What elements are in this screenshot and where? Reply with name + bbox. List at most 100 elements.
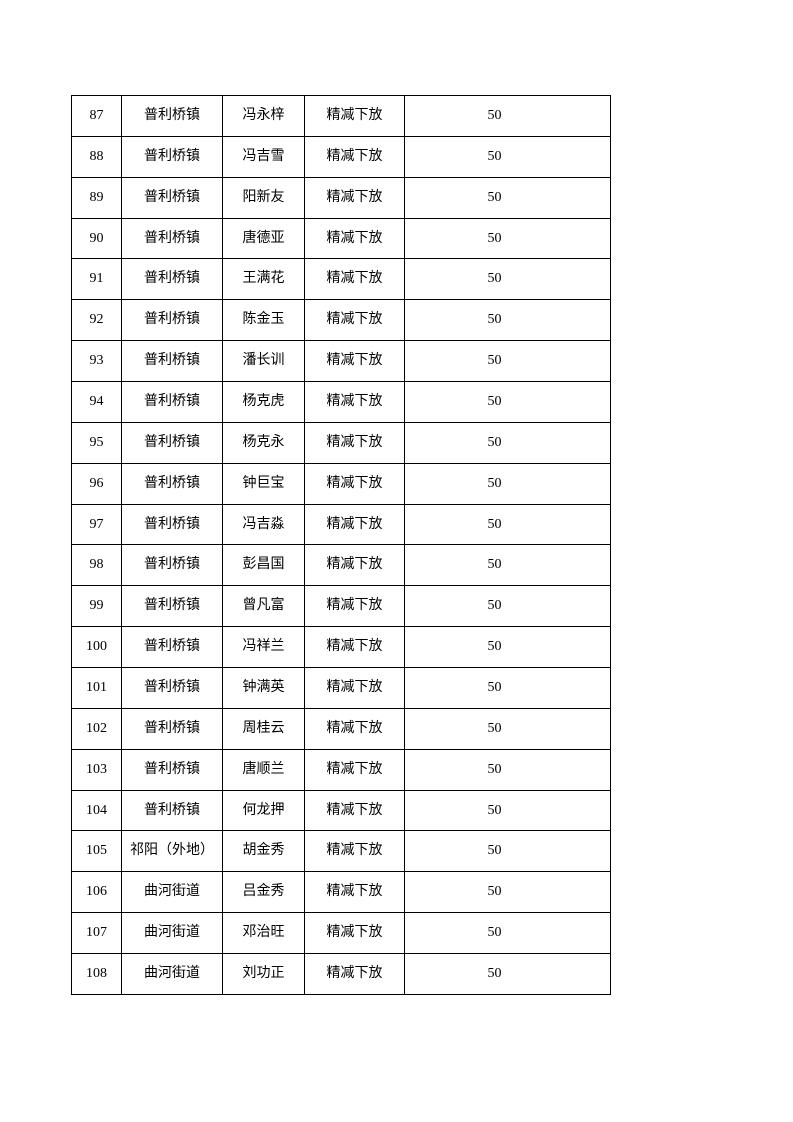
cell-seq: 89 bbox=[71, 176, 122, 219]
cell-name: 陈金玉 bbox=[222, 299, 305, 342]
table-row: 102 普利桥镇 周桂云 精减下放 50 bbox=[71, 707, 611, 750]
cell-town: 普利桥镇 bbox=[121, 748, 223, 791]
cell-category: 精减下放 bbox=[304, 340, 405, 383]
cell-category: 精减下放 bbox=[304, 626, 405, 669]
cell-amount: 50 bbox=[404, 258, 611, 301]
cell-amount: 50 bbox=[404, 585, 611, 628]
cell-amount: 50 bbox=[404, 953, 611, 995]
cell-town: 普利桥镇 bbox=[121, 626, 223, 669]
table-row: 101 普利桥镇 钟满英 精减下放 50 bbox=[71, 667, 611, 709]
cell-name: 王满花 bbox=[222, 258, 305, 301]
cell-category: 精减下放 bbox=[304, 871, 405, 914]
cell-seq: 90 bbox=[71, 217, 122, 260]
table-row: 106 曲河街道 吕金秀 精减下放 50 bbox=[71, 871, 611, 914]
cell-town: 普利桥镇 bbox=[121, 135, 223, 178]
cell-town: 普利桥镇 bbox=[121, 585, 223, 628]
cell-category: 精减下放 bbox=[304, 953, 405, 995]
cell-name: 杨克虎 bbox=[222, 381, 305, 423]
cell-name: 冯祥兰 bbox=[222, 626, 305, 669]
cell-category: 精减下放 bbox=[304, 258, 405, 301]
cell-amount: 50 bbox=[404, 340, 611, 383]
cell-seq: 103 bbox=[71, 748, 122, 791]
cell-name: 周桂云 bbox=[222, 707, 305, 750]
table-row: 96 普利桥镇 钟巨宝 精减下放 50 bbox=[71, 462, 611, 505]
cell-name: 胡金秀 bbox=[222, 830, 305, 873]
cell-category: 精减下放 bbox=[304, 462, 405, 505]
cell-amount: 50 bbox=[404, 381, 611, 423]
cell-category: 精减下放 bbox=[304, 503, 405, 546]
cell-category: 精减下放 bbox=[304, 95, 405, 137]
records-table: 87 普利桥镇 冯永梓 精减下放 50 88 普利桥镇 冯吉雪 精减下放 50 … bbox=[71, 95, 611, 995]
cell-category: 精减下放 bbox=[304, 912, 405, 955]
cell-seq: 100 bbox=[71, 626, 122, 669]
cell-seq: 107 bbox=[71, 912, 122, 955]
cell-town: 曲河街道 bbox=[121, 871, 223, 914]
cell-seq: 96 bbox=[71, 462, 122, 505]
cell-town: 普利桥镇 bbox=[121, 503, 223, 546]
cell-town: 普利桥镇 bbox=[121, 340, 223, 383]
table-row: 87 普利桥镇 冯永梓 精减下放 50 bbox=[71, 95, 611, 137]
cell-category: 精减下放 bbox=[304, 135, 405, 178]
cell-category: 精减下放 bbox=[304, 544, 405, 587]
cell-town: 普利桥镇 bbox=[121, 544, 223, 587]
cell-seq: 97 bbox=[71, 503, 122, 546]
cell-town: 曲河街道 bbox=[121, 953, 223, 995]
cell-name: 曾凡富 bbox=[222, 585, 305, 628]
cell-amount: 50 bbox=[404, 707, 611, 750]
cell-town: 普利桥镇 bbox=[121, 176, 223, 219]
cell-category: 精减下放 bbox=[304, 299, 405, 342]
cell-seq: 93 bbox=[71, 340, 122, 383]
cell-name: 潘长训 bbox=[222, 340, 305, 383]
table-row: 88 普利桥镇 冯吉雪 精减下放 50 bbox=[71, 135, 611, 178]
table-row: 107 曲河街道 邓治旺 精减下放 50 bbox=[71, 912, 611, 955]
cell-seq: 108 bbox=[71, 953, 122, 995]
cell-town: 普利桥镇 bbox=[121, 789, 223, 832]
cell-town: 普利桥镇 bbox=[121, 217, 223, 260]
cell-amount: 50 bbox=[404, 217, 611, 260]
table-row: 97 普利桥镇 冯吉淼 精减下放 50 bbox=[71, 503, 611, 546]
cell-name: 冯吉雪 bbox=[222, 135, 305, 178]
cell-seq: 92 bbox=[71, 299, 122, 342]
cell-amount: 50 bbox=[404, 462, 611, 505]
cell-amount: 50 bbox=[404, 95, 611, 137]
table-row: 105 祁阳（外地） 胡金秀 精减下放 50 bbox=[71, 830, 611, 873]
cell-category: 精减下放 bbox=[304, 830, 405, 873]
cell-category: 精减下放 bbox=[304, 707, 405, 750]
cell-town: 普利桥镇 bbox=[121, 667, 223, 709]
cell-name: 冯吉淼 bbox=[222, 503, 305, 546]
cell-town: 普利桥镇 bbox=[121, 707, 223, 750]
cell-seq: 88 bbox=[71, 135, 122, 178]
cell-town: 普利桥镇 bbox=[121, 421, 223, 464]
table-row: 92 普利桥镇 陈金玉 精减下放 50 bbox=[71, 299, 611, 342]
cell-amount: 50 bbox=[404, 789, 611, 832]
table-row: 100 普利桥镇 冯祥兰 精减下放 50 bbox=[71, 626, 611, 669]
cell-name: 吕金秀 bbox=[222, 871, 305, 914]
table-row: 90 普利桥镇 唐德亚 精减下放 50 bbox=[71, 217, 611, 260]
cell-town: 普利桥镇 bbox=[121, 299, 223, 342]
cell-amount: 50 bbox=[404, 544, 611, 587]
cell-town: 普利桥镇 bbox=[121, 95, 223, 137]
cell-seq: 87 bbox=[71, 95, 122, 137]
cell-seq: 104 bbox=[71, 789, 122, 832]
cell-name: 刘功正 bbox=[222, 953, 305, 995]
cell-name: 冯永梓 bbox=[222, 95, 305, 137]
cell-category: 精减下放 bbox=[304, 217, 405, 260]
table-row: 103 普利桥镇 唐顺兰 精减下放 50 bbox=[71, 748, 611, 791]
cell-amount: 50 bbox=[404, 748, 611, 791]
cell-amount: 50 bbox=[404, 830, 611, 873]
table-row: 95 普利桥镇 杨克永 精减下放 50 bbox=[71, 421, 611, 464]
records-table-body: 87 普利桥镇 冯永梓 精减下放 50 88 普利桥镇 冯吉雪 精减下放 50 … bbox=[71, 95, 611, 995]
table-row: 98 普利桥镇 彭昌国 精减下放 50 bbox=[71, 544, 611, 587]
cell-name: 何龙押 bbox=[222, 789, 305, 832]
cell-town: 祁阳（外地） bbox=[121, 830, 223, 873]
cell-town: 普利桥镇 bbox=[121, 381, 223, 423]
cell-category: 精减下放 bbox=[304, 176, 405, 219]
cell-name: 唐德亚 bbox=[222, 217, 305, 260]
cell-name: 邓治旺 bbox=[222, 912, 305, 955]
cell-category: 精减下放 bbox=[304, 421, 405, 464]
cell-amount: 50 bbox=[404, 912, 611, 955]
cell-amount: 50 bbox=[404, 299, 611, 342]
table-row: 104 普利桥镇 何龙押 精减下放 50 bbox=[71, 789, 611, 832]
cell-amount: 50 bbox=[404, 667, 611, 709]
